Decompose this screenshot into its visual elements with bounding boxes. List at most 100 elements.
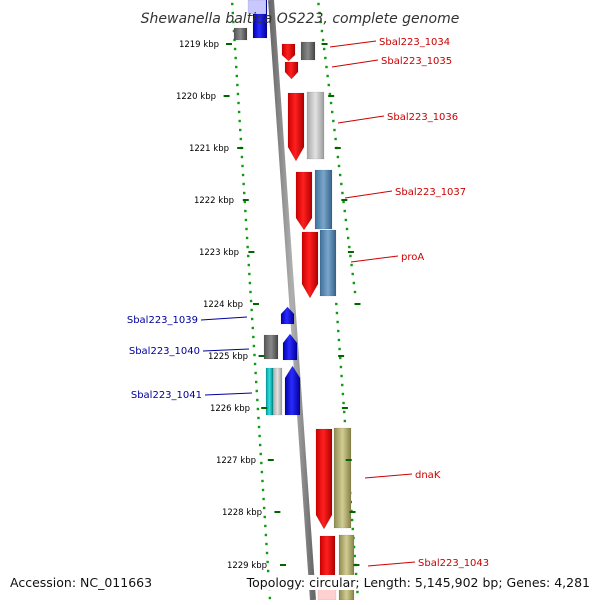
- track-dot: [345, 227, 349, 231]
- track-dot: [340, 182, 343, 186]
- track-dot: [232, 29, 236, 33]
- track-dot: [260, 461, 263, 465]
- track-dot: [247, 263, 250, 267]
- track-dot: [247, 254, 250, 258]
- track-dot: [240, 155, 244, 159]
- track-dot: [337, 329, 340, 333]
- tick-label: 1221 kbp: [189, 144, 229, 154]
- track-dot: [341, 191, 344, 195]
- track-dot: [236, 92, 240, 96]
- track-dot: [324, 56, 327, 60]
- track-dot: [349, 254, 352, 258]
- gene-arrow-sbal223-1040: [282, 333, 298, 361]
- track-dot: [328, 92, 332, 96]
- track-dot: [327, 83, 330, 87]
- cog-box: [272, 367, 283, 416]
- track-dot: [261, 479, 264, 483]
- track-dot: [348, 245, 351, 249]
- track-dot: [245, 236, 249, 240]
- label-leader-line: [337, 115, 385, 124]
- track-dot: [341, 383, 344, 387]
- genome-backbone: [268, 0, 316, 601]
- track-dot: [256, 407, 260, 411]
- track-dot: [264, 524, 267, 528]
- tick-label: 1222 kbp: [194, 196, 234, 206]
- track-dot: [342, 401, 345, 405]
- label-leader-line: [344, 190, 393, 199]
- track-dot: [235, 74, 239, 78]
- gene-arrow-sbal223-1039: [280, 306, 295, 325]
- track-dot: [321, 38, 325, 42]
- tick-label: 1226 kbp: [210, 404, 250, 414]
- track-dot: [243, 191, 246, 195]
- gene-arrow-sbal223-1041: [284, 365, 301, 416]
- gene-label: dnaK: [415, 470, 441, 481]
- track-dot: [235, 65, 238, 69]
- track-dot: [239, 128, 242, 132]
- track-dot: [255, 389, 258, 393]
- track-dot: [262, 497, 265, 501]
- track-dot: [329, 101, 333, 105]
- gene-label: Sbal223_1039: [127, 315, 198, 326]
- track-dot: [241, 164, 244, 168]
- track-dot: [252, 335, 255, 339]
- track-dot: [248, 272, 251, 276]
- track-dot: [245, 227, 248, 231]
- track-dot: [268, 596, 272, 600]
- track-dot: [231, 11, 235, 15]
- tick-label: 1219 kbp: [179, 40, 219, 50]
- tick-label: 1220 kbp: [176, 92, 216, 102]
- track-dot: [258, 434, 261, 438]
- track-dot: [320, 29, 324, 33]
- map-title: Shewanella baltica OS223, complete genom…: [141, 11, 460, 27]
- track-dot: [335, 311, 339, 315]
- track-dot: [319, 20, 322, 24]
- label-leader-line: [367, 561, 416, 567]
- track-dot: [343, 419, 347, 423]
- tick-label: 1228 kbp: [222, 508, 262, 518]
- track-dot: [352, 281, 356, 285]
- track-dot: [231, 2, 234, 6]
- gene-label: Sbal223_1037: [395, 187, 466, 198]
- cog-box: [319, 229, 337, 297]
- label-leader-line: [202, 348, 250, 352]
- track-dot: [330, 110, 334, 114]
- track-dot: [232, 20, 235, 24]
- track-dot: [346, 236, 350, 240]
- track-dot: [335, 302, 338, 306]
- track-dot: [337, 338, 341, 342]
- track-dot: [234, 56, 237, 60]
- tick-label: 1225 kbp: [208, 352, 248, 362]
- track-dot: [336, 155, 340, 159]
- track-dot: [238, 119, 241, 123]
- track-dot: [260, 470, 264, 474]
- gene-arrow-sbal223-1034: [281, 43, 296, 62]
- tick-label: 1224 kbp: [203, 300, 243, 310]
- track-dot: [332, 119, 335, 123]
- label-leader-line: [204, 392, 253, 396]
- cog-box: [338, 534, 355, 601]
- track-dot: [336, 320, 339, 324]
- track-dot: [337, 164, 341, 168]
- gene-arrow-proa: [301, 231, 319, 299]
- track-dot: [261, 488, 265, 492]
- track-dot: [239, 137, 243, 141]
- tick-label: 1229 kbp: [227, 561, 267, 571]
- track-dot: [257, 416, 260, 420]
- track-dot: [333, 128, 336, 132]
- track-dot: [356, 590, 359, 594]
- track-dot: [250, 308, 253, 312]
- label-leader-line: [329, 40, 377, 48]
- tick-label: 1227 kbp: [216, 456, 256, 466]
- gene-arrow-sbal223-1037: [295, 171, 313, 231]
- track-dot: [353, 290, 357, 294]
- accession-text: Accession: NC_011663: [8, 575, 155, 590]
- track-dot: [252, 344, 256, 348]
- label-leader-line: [364, 473, 413, 479]
- track-dot: [249, 299, 253, 303]
- reverse-gene-arrow: [247, 0, 267, 15]
- cog-box: [306, 91, 325, 160]
- track-dot: [236, 83, 239, 87]
- track-dot: [243, 200, 246, 204]
